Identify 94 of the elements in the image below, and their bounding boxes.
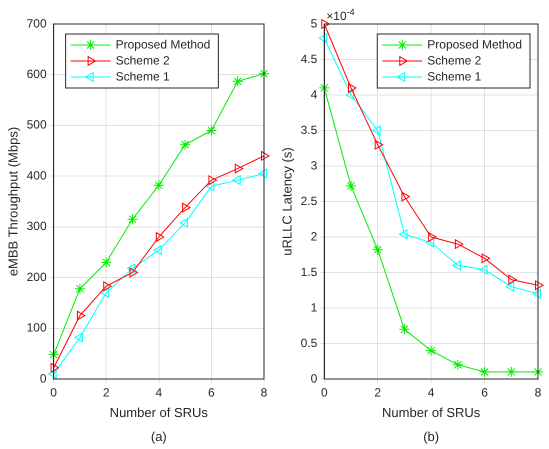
- point: [318, 33, 328, 44]
- legend-label: Scheme 1: [116, 69, 170, 84]
- point: [506, 366, 517, 378]
- point: [452, 359, 464, 370]
- point: [50, 363, 60, 373]
- y-tick-label: 0: [40, 371, 47, 386]
- point: [232, 76, 244, 87]
- y-tick-label: 4: [310, 87, 318, 102]
- x-tick-label: 6: [481, 386, 488, 400]
- point: [180, 218, 188, 228]
- point: [100, 288, 110, 298]
- y-tick-label: 700: [26, 16, 47, 30]
- point: [180, 139, 191, 150]
- y-tick-label: 1: [310, 300, 318, 314]
- y-axis-title: eMBB Throughput (Mbps): [5, 126, 20, 276]
- point: [76, 310, 86, 320]
- point: [482, 253, 490, 264]
- point: [74, 332, 83, 342]
- point: [372, 126, 381, 136]
- point: [258, 168, 267, 178]
- point: [153, 245, 162, 256]
- point: [103, 281, 112, 292]
- point: [345, 90, 354, 100]
- point: [398, 324, 410, 335]
- x-tick-label: 8: [534, 386, 542, 400]
- y-tick-label: 3.5: [300, 122, 318, 137]
- point: [372, 244, 384, 256]
- x-tick-label: 8: [260, 386, 268, 400]
- point: [261, 151, 270, 161]
- y-tick-label: 600: [26, 67, 47, 82]
- point: [374, 140, 384, 150]
- x-tick-label: 2: [374, 386, 382, 400]
- legend-label: Scheme 1: [427, 69, 482, 84]
- point: [74, 283, 86, 294]
- point: [321, 19, 330, 29]
- y-tick-label: 2.5: [300, 194, 318, 208]
- point: [506, 282, 514, 292]
- point: [232, 175, 241, 186]
- point: [100, 256, 112, 268]
- point: [153, 180, 164, 191]
- y-axis-title: uRLLC Latency (s): [279, 147, 294, 256]
- point: [532, 288, 541, 299]
- point: [182, 202, 191, 212]
- point: [454, 239, 464, 249]
- y-tick-label: 300: [26, 219, 47, 234]
- point: [127, 214, 138, 225]
- y-tick-label: 3: [310, 158, 318, 172]
- y-tick-label: 5: [310, 16, 318, 30]
- point: [398, 229, 408, 239]
- y-tick-label: 2: [310, 229, 318, 244]
- y-tick-label: 400: [26, 168, 47, 182]
- y-tick-label: 0: [310, 371, 318, 386]
- point: [48, 349, 60, 360]
- x-tick-label: 2: [102, 386, 110, 400]
- x-axis-title: Number of SRUs: [110, 404, 208, 420]
- x-tick-label: 0: [320, 386, 328, 400]
- y-tick-label: 500: [26, 118, 47, 132]
- y-tick-label: 4.5: [300, 52, 318, 66]
- point: [508, 274, 517, 284]
- point: [479, 264, 488, 274]
- y-tick-label: 0.5: [300, 336, 318, 350]
- point: [318, 82, 330, 94]
- x-tick-label: 4: [155, 386, 162, 400]
- legend-label: Proposed Method: [427, 37, 522, 52]
- legend-label: Scheme 2: [116, 53, 170, 68]
- point: [345, 180, 356, 192]
- x-tick-label: 6: [208, 386, 216, 400]
- x-tick-label: 4: [428, 386, 435, 400]
- legend-label: Scheme 2: [427, 53, 482, 68]
- point: [234, 164, 244, 174]
- point: [206, 181, 214, 192]
- point: [348, 83, 356, 93]
- legend-label: Proposed Method: [116, 37, 210, 52]
- point: [258, 68, 270, 80]
- point: [535, 280, 544, 290]
- x-tick-label: 0: [50, 386, 58, 400]
- point: [48, 369, 57, 379]
- point: [127, 264, 136, 274]
- point: [426, 238, 434, 248]
- text: (a): [150, 429, 167, 444]
- point: [452, 260, 461, 270]
- y-tick-label: 200: [26, 270, 47, 284]
- point: [401, 192, 410, 202]
- point: [479, 366, 490, 378]
- point: [130, 268, 138, 278]
- point: [428, 232, 437, 242]
- point: [426, 345, 437, 356]
- point: [206, 125, 217, 136]
- y-tick-label: 100: [26, 320, 47, 335]
- y-tick-label: 1.5: [300, 264, 318, 279]
- x-axis-title: Number of SRUs: [382, 404, 481, 420]
- point: [156, 232, 164, 242]
- text: (b): [423, 429, 440, 444]
- point: [208, 175, 217, 186]
